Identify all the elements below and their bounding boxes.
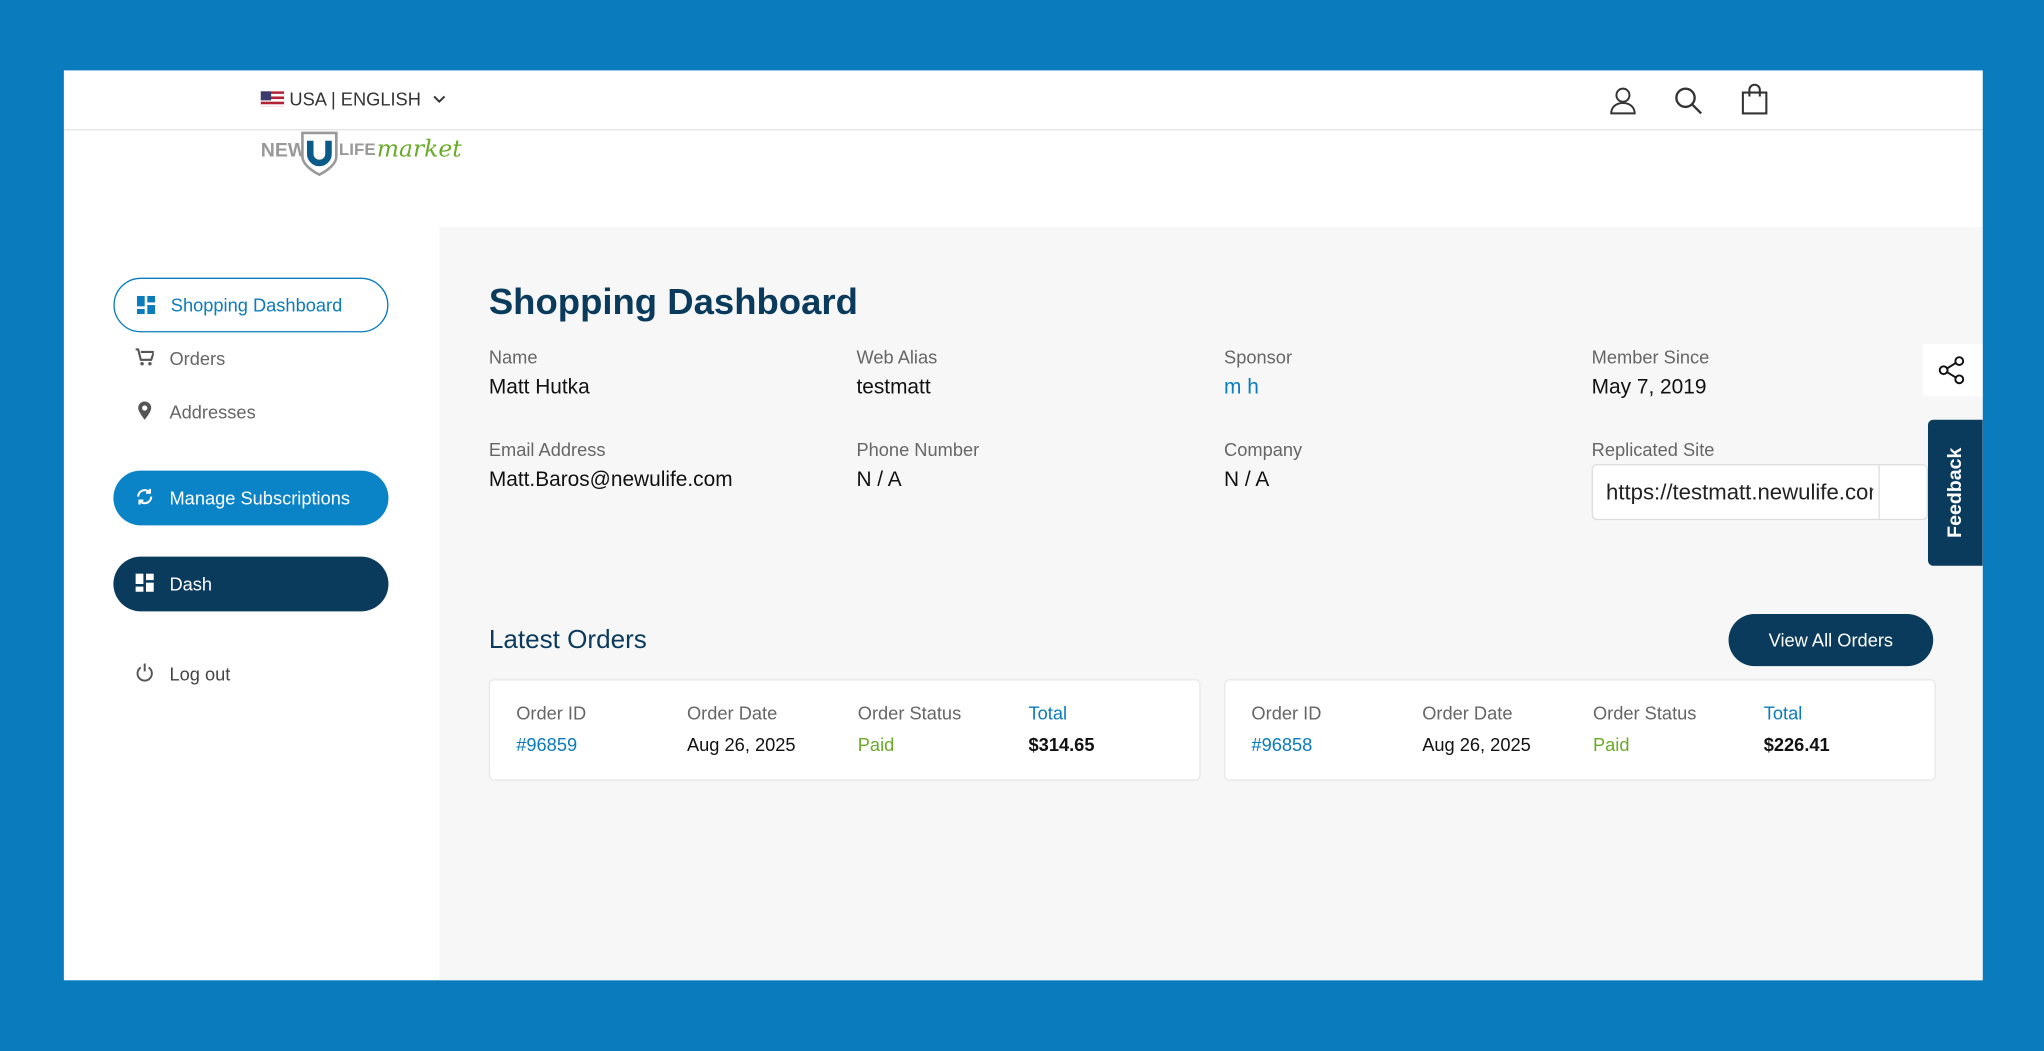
order-value[interactable]: #96859: [516, 733, 578, 755]
section-title: Latest Orders: [488, 625, 647, 655]
content-area: [439, 226, 1983, 981]
separator: [1878, 465, 1880, 519]
side-button[interactable]: Manage Subscriptions: [113, 470, 389, 526]
field-label: Replicated Site: [1591, 439, 1715, 461]
icon: [135, 348, 154, 366]
order-value: Aug 26, 2025: [1422, 733, 1531, 755]
order-value: $226.41: [1763, 733, 1830, 755]
field-label: Email Address: [488, 439, 606, 461]
feedback-label: Feedback: [1944, 447, 1967, 538]
nav-item[interactable]: Orders: [113, 331, 388, 386]
order-value: Paid: [857, 733, 895, 755]
order-value: Aug 26, 2025: [686, 733, 796, 755]
nav-item[interactable]: Shopping Dashboard: [113, 277, 389, 333]
field-label: Member Since: [1591, 346, 1710, 368]
order-column-label: Total: [1763, 702, 1803, 724]
order-card: Order ID #96858 Order Date Aug 26, 2025 Orde…: [1224, 679, 1936, 781]
field-label: Company: [1224, 439, 1303, 461]
view-all-button[interactable]: View All Orders: [1728, 613, 1934, 667]
order-value: Paid: [1592, 733, 1630, 755]
page-title: Shopping Dashboard: [488, 281, 858, 322]
icon: [136, 295, 156, 315]
caret: [433, 95, 446, 104]
order-column-label: Order ID: [1251, 702, 1322, 724]
site-input[interactable]: https://testmatt.newulife.com: [1591, 464, 1928, 521]
search-icon[interactable]: [1674, 86, 1703, 115]
share-button[interactable]: [1922, 344, 1983, 397]
order-column-label: Order Date: [1422, 702, 1513, 724]
order-column-label: Order Status: [1592, 702, 1697, 724]
field-label: Web Alias: [856, 346, 938, 368]
order-column-label: Order ID: [516, 702, 587, 724]
field-value: N / A: [856, 469, 902, 492]
field-value: May 7, 2019: [1591, 376, 1707, 399]
icon: [137, 488, 153, 505]
order-column-label: Order Date: [686, 702, 778, 724]
logo-shield: [301, 131, 338, 177]
field-label: Sponsor: [1224, 346, 1293, 368]
locale[interactable]: USA | ENGLISH: [289, 88, 421, 110]
flag: [260, 91, 285, 107]
nav-item[interactable]: Addresses: [113, 385, 388, 440]
order-value: $314.65: [1028, 733, 1095, 755]
field-value: N / A: [1224, 469, 1270, 492]
order-column-label: Total: [1028, 702, 1068, 724]
field-label: Phone Number: [856, 439, 980, 461]
field-value: Matt.Baros@newulife.com: [488, 469, 733, 492]
order-column-label: Order Status: [857, 702, 962, 724]
field-value[interactable]: m h: [1224, 376, 1259, 399]
site-url: https://testmatt.newulife.com: [1605, 479, 1874, 505]
logo-left: NEW: [260, 139, 307, 162]
panel: USA | ENGLISH NEW LIFE market Shopping D…: [63, 70, 1983, 981]
logo-right: LIFE: [338, 139, 376, 160]
order-value[interactable]: #96858: [1251, 733, 1313, 755]
icon: [135, 573, 154, 592]
divider: [63, 129, 1983, 131]
icon: [138, 401, 152, 420]
feedback-tab[interactable]: Feedback: [1927, 419, 1983, 566]
field-value: testmatt: [856, 376, 931, 399]
icon: [136, 663, 153, 682]
order-card: Order ID #96859 Order Date Aug 26, 2025 Orde…: [488, 679, 1201, 781]
account-icon[interactable]: [1609, 86, 1638, 115]
logo-script: market: [376, 135, 462, 163]
field-label: Name: [488, 346, 538, 368]
logout[interactable]: Log out: [113, 647, 388, 702]
field-value: Matt Hutka: [488, 376, 590, 399]
side-button[interactable]: Dash: [113, 556, 389, 612]
cart-icon[interactable]: [1741, 83, 1768, 115]
